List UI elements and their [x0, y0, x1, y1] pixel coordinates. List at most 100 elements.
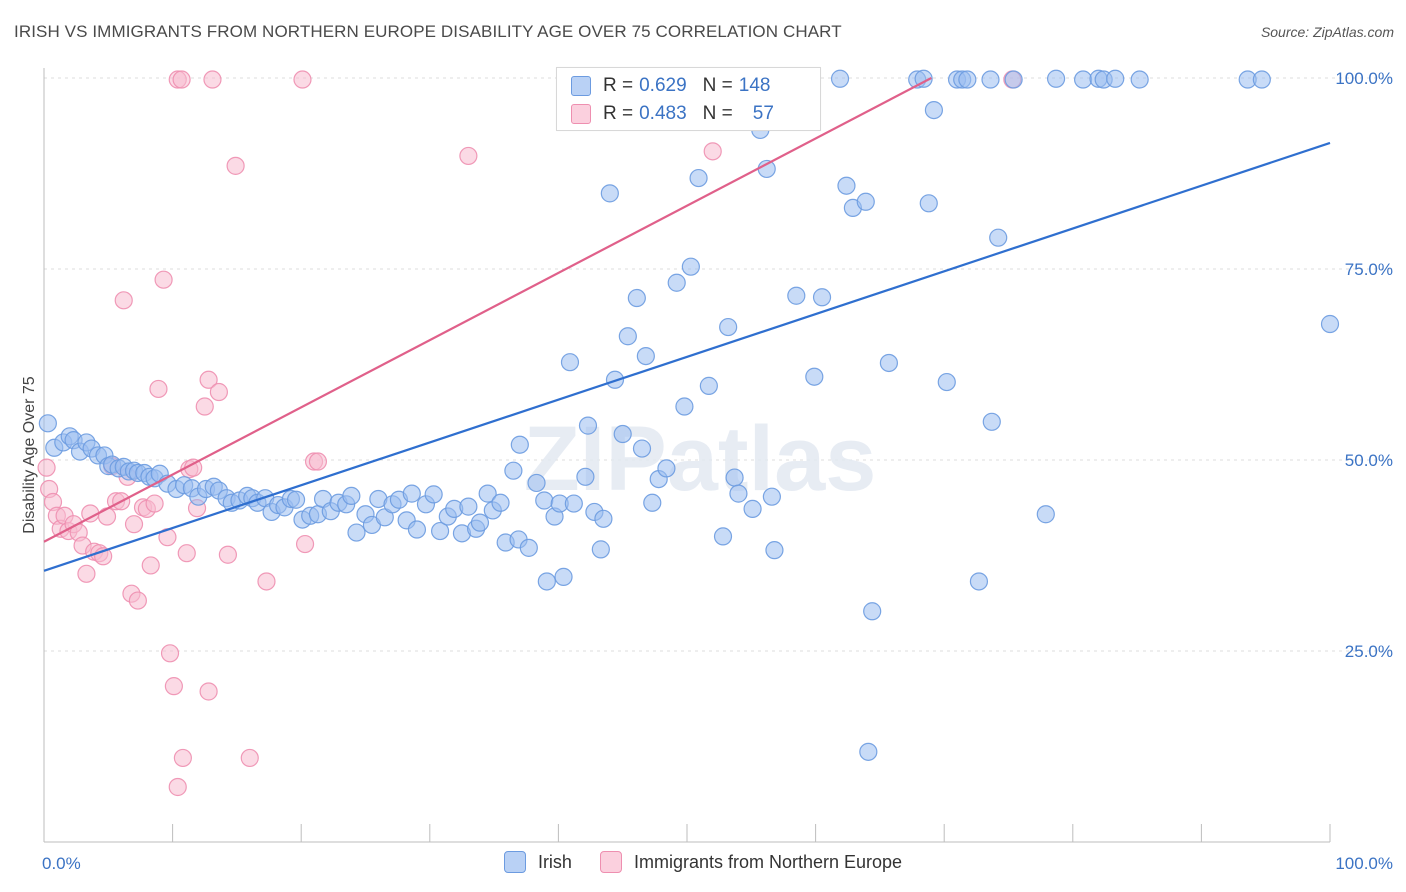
- irish-point: [958, 70, 977, 89]
- northern-europe-point: [199, 682, 218, 701]
- northern-europe-legend-swatch: [599, 851, 622, 873]
- legend-item-northern-europe[interactable]: Immigrants from Northern Europe: [599, 851, 903, 873]
- irish-point: [699, 376, 718, 395]
- irish-point: [564, 494, 583, 513]
- y-tick-label: 50.0%: [1345, 451, 1393, 470]
- northern-europe-n-value: 57: [752, 103, 774, 124]
- chart-title: IRISH VS IMMIGRANTS FROM NORTHERN EUROPE…: [14, 22, 842, 41]
- northern-europe-point: [145, 494, 164, 513]
- irish-point: [837, 176, 856, 195]
- r-label: R =: [603, 103, 634, 124]
- irish-point: [1073, 70, 1093, 89]
- irish-swatch: [571, 76, 591, 96]
- irish-point: [856, 192, 875, 211]
- irish-point: [491, 493, 510, 512]
- y-tick-label: 100.0%: [1335, 69, 1393, 88]
- irish-point: [504, 461, 523, 480]
- irish-point: [675, 397, 694, 416]
- grid-lines: [44, 77, 1392, 652]
- irish-point: [762, 487, 781, 506]
- irish-point: [1252, 70, 1271, 89]
- irish-point: [402, 484, 421, 503]
- northern-europe-trend-line: [43, 77, 932, 543]
- stats-legend: R = 0.629 N = 148 R = 0.483 N = 57: [556, 67, 821, 131]
- northern-europe-r-value: 0.483: [639, 103, 687, 124]
- northern-europe-point: [203, 70, 222, 89]
- irish-point: [713, 527, 733, 546]
- irish-point: [1046, 69, 1066, 88]
- r-label: R =: [603, 75, 634, 96]
- legend-item-irish[interactable]: Irish: [503, 851, 572, 873]
- irish-legend-swatch: [503, 851, 526, 873]
- northern-europe-point: [128, 591, 147, 610]
- irish-point: [719, 317, 738, 337]
- irish-point: [1036, 505, 1055, 524]
- y-tick-label: 25.0%: [1345, 642, 1393, 661]
- northern-europe-point: [172, 70, 191, 89]
- irish-point: [347, 523, 366, 542]
- irish-point: [879, 353, 899, 373]
- northern-europe-point: [160, 644, 180, 663]
- irish-point: [38, 414, 57, 433]
- irish-point: [478, 484, 497, 503]
- northern-europe-point: [293, 70, 312, 89]
- irish-point: [430, 521, 450, 541]
- watermark: ZIPatlas: [524, 408, 877, 510]
- northern-europe-point: [149, 379, 168, 399]
- irish-point: [989, 228, 1008, 247]
- irish-legend-label: Irish: [537, 851, 572, 872]
- irish-point: [812, 288, 832, 307]
- irish-point: [591, 540, 610, 559]
- stats-legend-row-irish: R = 0.629 N = 148: [571, 73, 770, 99]
- irish-point: [969, 572, 989, 591]
- irish-point: [519, 538, 538, 557]
- northern-europe-swatch: [571, 104, 591, 124]
- n-label: N =: [702, 103, 733, 124]
- stats-legend-row-northern-europe: R = 0.483 N = 57: [571, 101, 774, 127]
- irish-point: [681, 257, 700, 276]
- irish-point: [981, 70, 1000, 89]
- northern-europe-point: [459, 146, 478, 166]
- tick-labels: 25.0% 50.0% 75.0% 100.0% 0.0% 100.0%: [42, 69, 1393, 873]
- northern-europe-point: [199, 370, 218, 389]
- irish-point: [787, 286, 806, 305]
- irish-point: [765, 541, 784, 560]
- northern-europe-legend-label: Immigrants from Northern Europe: [633, 851, 903, 872]
- northern-europe-point: [97, 507, 117, 526]
- irish-point: [1130, 70, 1149, 89]
- n-label: N =: [702, 75, 733, 96]
- irish-point: [537, 572, 556, 591]
- x-tick-label-min: 0.0%: [42, 854, 81, 873]
- irish-n-value: 148: [738, 75, 771, 96]
- northern-europe-point: [164, 677, 183, 696]
- irish-point: [1004, 70, 1023, 89]
- irish-point: [342, 486, 361, 506]
- irish-point: [830, 69, 850, 88]
- trend-lines: [43, 77, 1331, 572]
- irish-point: [743, 499, 762, 518]
- irish-point: [689, 168, 708, 188]
- series-legend: Irish Immigrants from Northern Europe: [0, 851, 1406, 873]
- irish-point: [618, 327, 637, 346]
- irish-point: [576, 467, 595, 486]
- series-irish-points: [38, 69, 1340, 761]
- northern-europe-point: [154, 270, 173, 289]
- northern-europe-point: [209, 382, 228, 402]
- irish-point: [560, 353, 580, 372]
- irish-point: [805, 367, 824, 386]
- irish-point: [1106, 69, 1125, 88]
- irish-point: [594, 509, 613, 528]
- irish-point: [643, 493, 662, 512]
- irish-point: [632, 439, 652, 458]
- northern-europe-point: [114, 291, 133, 310]
- x-tick-label-max: 100.0%: [1335, 854, 1393, 873]
- northern-europe-point: [168, 777, 187, 797]
- northern-europe-point: [177, 544, 196, 563]
- irish-point: [636, 346, 655, 366]
- northern-europe-point: [141, 556, 160, 575]
- irish-point: [554, 567, 573, 586]
- northern-europe-point: [218, 545, 237, 564]
- y-tick-label: 75.0%: [1345, 260, 1393, 279]
- northern-europe-point: [295, 534, 315, 554]
